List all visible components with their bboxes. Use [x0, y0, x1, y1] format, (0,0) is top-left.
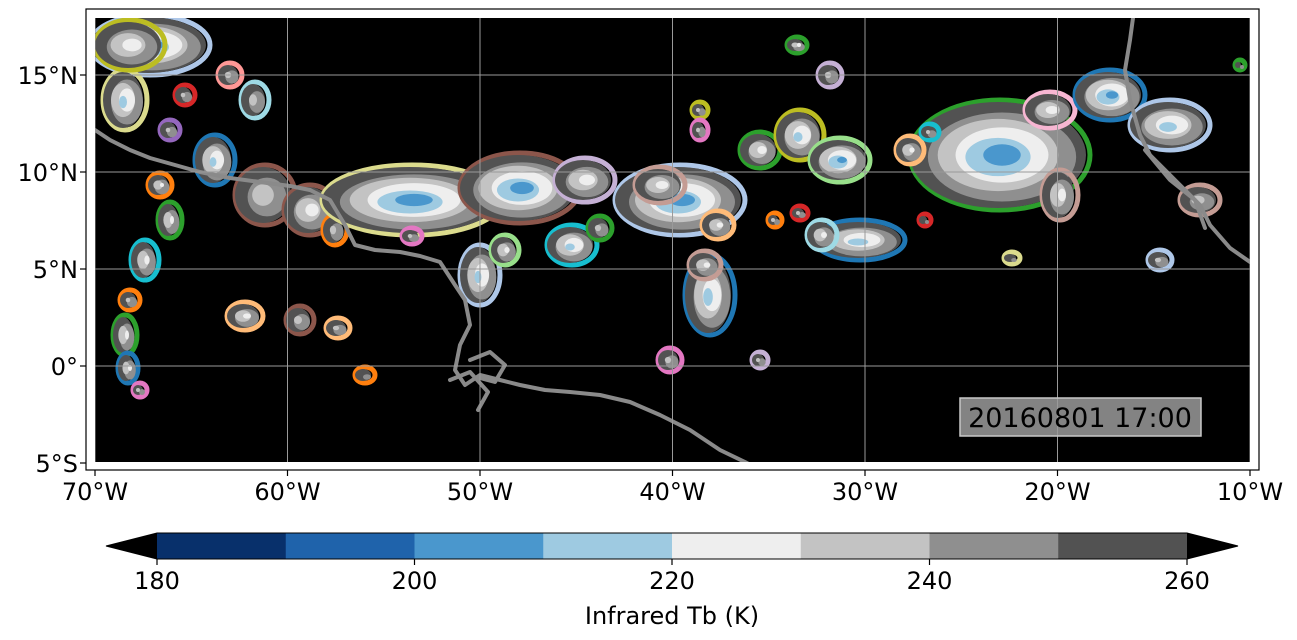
cloud-system	[1039, 167, 1081, 223]
colorbar-label: Infrared Tb (K)	[585, 602, 759, 630]
colorbar-tick-label: 180	[134, 567, 180, 595]
colorbar-tick-label: 240	[907, 567, 953, 595]
cloud-system	[918, 121, 942, 143]
cloud-system	[544, 222, 600, 268]
lon-tick-label: 20°W	[1024, 478, 1090, 506]
cloud-system	[749, 349, 771, 371]
cloud-system	[224, 299, 266, 333]
cloud-system	[784, 34, 810, 56]
cloud-system	[765, 210, 785, 230]
lat-tick-label: 5°N	[33, 256, 78, 284]
cloud-system	[283, 303, 317, 337]
cloud-system	[117, 287, 143, 313]
cloud-system	[699, 208, 737, 242]
lon-tick-label: 10°W	[1217, 478, 1283, 506]
cloud-system	[319, 162, 505, 238]
colorbar-segment	[672, 533, 802, 559]
cloud-system	[1072, 67, 1148, 123]
cloud-system	[157, 117, 183, 143]
cloud-system	[907, 97, 1093, 213]
cloud-system	[1001, 249, 1023, 267]
cloud-system	[773, 107, 827, 163]
longitude-axis: 70°W 60°W 50°W 40°W 30°W 20°W 10°W	[62, 470, 1283, 506]
colorbar-tick-label: 260	[1164, 567, 1210, 595]
colorbar-segment	[543, 533, 673, 559]
cloud-systems-layer	[95, 18, 1248, 400]
colorbar-segment	[929, 533, 1059, 559]
cloud-system	[686, 248, 724, 282]
cloud-system	[632, 164, 688, 206]
colorbar-over-arrow	[1187, 533, 1238, 559]
coastline-caribbean	[95, 128, 312, 192]
cloud-system	[804, 217, 840, 253]
colorbar-segment	[1058, 533, 1188, 559]
timestamp-box: 20160801 17:00	[959, 397, 1202, 437]
cloud-system	[130, 380, 150, 400]
gridlines	[95, 18, 1250, 462]
colorbar-under-arrow	[106, 533, 157, 559]
cloud-system	[399, 225, 425, 247]
colorbar-tick-label: 220	[649, 567, 695, 595]
lat-tick-label: 10°N	[18, 159, 79, 187]
cloud-system	[115, 350, 141, 386]
cloud-system	[110, 312, 140, 358]
lon-tick-label: 30°W	[832, 478, 898, 506]
colorbar-segment	[800, 533, 930, 559]
coastline-africa-guinea	[1143, 148, 1207, 230]
cloud-system	[488, 232, 522, 268]
colorbar-segment	[285, 533, 415, 559]
colorbar-tick-label: 200	[392, 567, 438, 595]
timestamp-label: 20160801 17:00	[968, 403, 1192, 434]
cloud-system	[1232, 57, 1248, 73]
cloud-system	[95, 18, 168, 73]
cloud-system	[807, 135, 873, 185]
cloud-system	[893, 133, 927, 167]
cloud-system	[238, 79, 272, 121]
cloud-system	[916, 211, 934, 229]
coastline-amazon-delta	[448, 350, 507, 412]
lon-tick-label: 50°W	[447, 478, 513, 506]
cloud-system	[172, 82, 198, 108]
cloud-system	[128, 237, 162, 283]
lon-tick-label: 70°W	[62, 478, 128, 506]
lon-tick-label: 60°W	[254, 478, 320, 506]
cloud-system	[585, 213, 615, 243]
cloud-system	[155, 199, 185, 241]
cloud-system	[1145, 247, 1175, 273]
colorbar-segment	[157, 533, 287, 559]
lat-tick-label: 5°S	[35, 450, 78, 478]
cloud-system	[552, 155, 618, 205]
cloud-system	[100, 67, 150, 133]
latitude-axis: 15°N 10°N 5°N 0° 5°S	[18, 62, 86, 478]
cloud-system	[789, 203, 811, 223]
cloud-system	[689, 117, 711, 143]
cloud-system	[689, 99, 711, 121]
colorbar-segment	[414, 533, 544, 559]
cloud-system	[323, 315, 353, 341]
lat-tick-label: 15°N	[18, 62, 79, 90]
coastline	[95, 18, 1250, 462]
cloud-system	[352, 364, 378, 386]
cloud-system	[145, 170, 175, 200]
cloud-system	[1127, 97, 1213, 153]
lat-tick-label: 0°	[51, 353, 78, 381]
colorbar: 180 200 220 240 260	[105, 532, 1239, 595]
lon-tick-label: 40°W	[639, 478, 705, 506]
cloud-system	[1022, 89, 1078, 131]
